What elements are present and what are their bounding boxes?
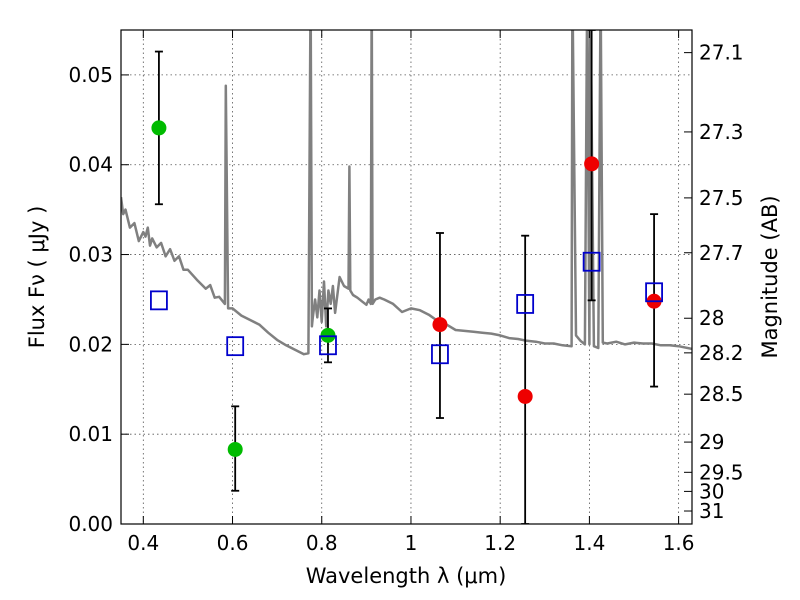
plot-frame (120, 29, 693, 525)
marker-layer (150, 120, 663, 457)
model-band-square (319, 335, 337, 356)
x-tick-label: 0.4 (127, 531, 159, 555)
y2-tick-label: 28 (699, 306, 724, 330)
y2-tick-label: 27.1 (699, 41, 744, 65)
data-point-red (432, 317, 448, 333)
y2-tick-label: 27.3 (699, 120, 744, 144)
x-tick-label: 1 (405, 531, 418, 555)
x-tick-label: 1.6 (663, 531, 695, 555)
y2-tick-label: 29.5 (699, 460, 744, 484)
data-point-red (584, 156, 600, 172)
y2-tick-label: 27.7 (699, 241, 744, 265)
data-point-green (227, 441, 243, 457)
ticks: 0.4 0.6 0.8 1 1.2 1.4 1.6 0.00 0.01 0.02 0.03 0.04 0… (68, 30, 744, 555)
y2-tick-label: 31 (699, 499, 724, 523)
y2-tick-label: 30 (699, 479, 724, 503)
x-axis-label: Wavelength λ (μm) (306, 564, 507, 588)
x-tick-label: 0.6 (217, 531, 249, 555)
y-tick-label: 0.05 (68, 63, 113, 87)
model-spectrum-line (121, 30, 692, 356)
y-axis-label: Flux Fν ( μJy ) (25, 206, 49, 349)
y2-tick-label: 27.5 (699, 186, 744, 210)
y2-axis-label: Magnitude (AB) (758, 195, 782, 358)
x-tick-label: 1.2 (484, 531, 516, 555)
y-tick-label: 0.03 (68, 243, 113, 267)
y2-tick-label: 28.2 (699, 341, 744, 365)
model-band-square (431, 344, 449, 365)
y-tick-label: 0.00 (68, 512, 113, 536)
model-band-square (226, 336, 245, 357)
model-band-square (150, 290, 168, 311)
y2-tick-label: 28.5 (699, 382, 744, 406)
x-tick-label: 0.8 (306, 531, 338, 555)
model-spectrum-layer (121, 30, 692, 356)
model-band-square (582, 251, 601, 272)
y-tick-label: 0.04 (68, 153, 113, 177)
y2-tick-label: 29 (699, 430, 724, 454)
model-band-square (516, 294, 535, 314)
data-point-green (151, 120, 167, 136)
model-band-square (645, 282, 663, 303)
y-tick-label: 0.02 (68, 332, 113, 356)
data-point-red (517, 388, 533, 404)
x-tick-label: 1.4 (573, 531, 605, 555)
y-tick-label: 0.01 (68, 422, 113, 446)
